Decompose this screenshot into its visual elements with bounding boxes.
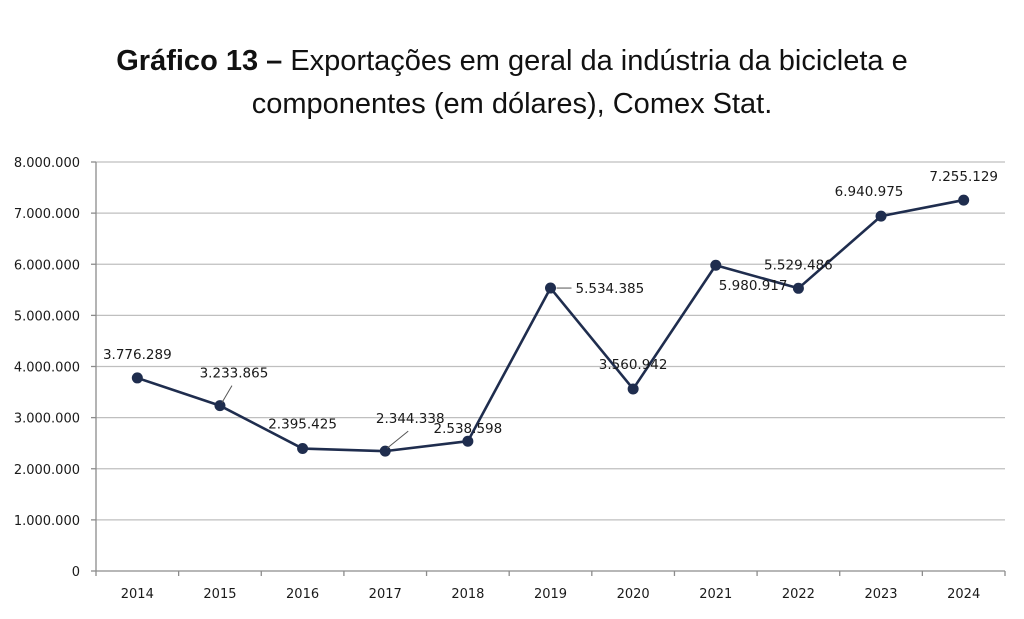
- data-label: 3.776.289: [103, 347, 172, 363]
- x-tick-label: 2018: [451, 587, 484, 602]
- data-label: 5.534.385: [576, 281, 645, 297]
- data-point-marker: [297, 443, 309, 455]
- y-tick-label: 3.000.000: [14, 412, 80, 427]
- chart-title-text: Exportações em geral da indústria da bic…: [282, 45, 908, 77]
- y-tick-label: 0: [72, 565, 80, 580]
- data-label: 5.529.486: [764, 257, 833, 273]
- data-label: 3.233.865: [200, 366, 269, 382]
- y-tick-label: 2.000.000: [14, 463, 80, 478]
- data-label: 2.344.338: [376, 411, 445, 427]
- data-point-marker: [875, 210, 887, 222]
- data-point-marker: [462, 435, 474, 447]
- x-tick-label: 2022: [782, 587, 815, 602]
- y-tick-label: 6.000.000: [14, 258, 80, 273]
- data-point-marker: [545, 282, 556, 294]
- chart-title-line1: Gráfico 13 – Exportações em geral da ind…: [0, 40, 1024, 83]
- data-point-marker: [627, 383, 639, 395]
- x-tick-label: 2023: [864, 587, 897, 602]
- x-tick-label: 2017: [369, 587, 402, 602]
- chart-title: Gráfico 13 – Exportações em geral da ind…: [0, 40, 1024, 126]
- x-tick-label: 2016: [286, 587, 319, 602]
- data-point-marker: [792, 282, 804, 294]
- chart-title-line2: componentes (em dólares), Comex Stat.: [251, 88, 773, 120]
- data-series: [131, 194, 970, 457]
- y-tick-label: 7.000.000: [14, 207, 80, 222]
- y-tick-label: 4.000.000: [14, 361, 80, 376]
- axes: [91, 161, 1006, 576]
- x-tick-label: 2019: [534, 587, 567, 602]
- data-point-marker: [379, 445, 391, 457]
- data-label: 2.395.425: [268, 417, 337, 433]
- x-tick-label: 2021: [699, 587, 732, 602]
- data-label-leader: [221, 385, 233, 403]
- data-label: 2.538.598: [434, 421, 503, 437]
- y-axis-tick-labels: 0 1.000.000 2.000.000 3.000.000 4.000.000 5.0…: [14, 156, 80, 580]
- data-label: 6.940.975: [835, 184, 904, 200]
- series-line: [136, 198, 964, 453]
- x-tick-label: 2015: [203, 587, 236, 602]
- y-tick-label: 1.000.000: [14, 514, 80, 529]
- y-tick-label: 8.000.000: [14, 156, 80, 171]
- data-point-marker: [214, 400, 226, 412]
- data-labels: 3.776.289 3.233.865 2.395.425 2.344.3382.53…: [103, 169, 998, 449]
- data-point-marker: [710, 259, 722, 271]
- grid-lines: [96, 161, 1005, 521]
- y-tick-label: 5.000.000: [14, 309, 80, 324]
- data-label: 5.980.917: [719, 278, 788, 294]
- data-label: 7.255.129: [929, 169, 998, 185]
- data-label: 3.560.942: [599, 357, 668, 373]
- data-label-leader: [386, 430, 409, 449]
- x-tick-label: 2014: [121, 587, 154, 602]
- chart-title-number: Gráfico 13 –: [116, 45, 283, 77]
- data-point-marker: [131, 372, 143, 384]
- data-point-marker: [958, 194, 970, 206]
- x-tick-label: 2024: [947, 587, 980, 602]
- x-tick-label: 2020: [617, 587, 650, 602]
- x-axis-tick-labels: 2014 2015 2016 2017 2018 2019 2020 2021 2022 2023…: [121, 587, 980, 602]
